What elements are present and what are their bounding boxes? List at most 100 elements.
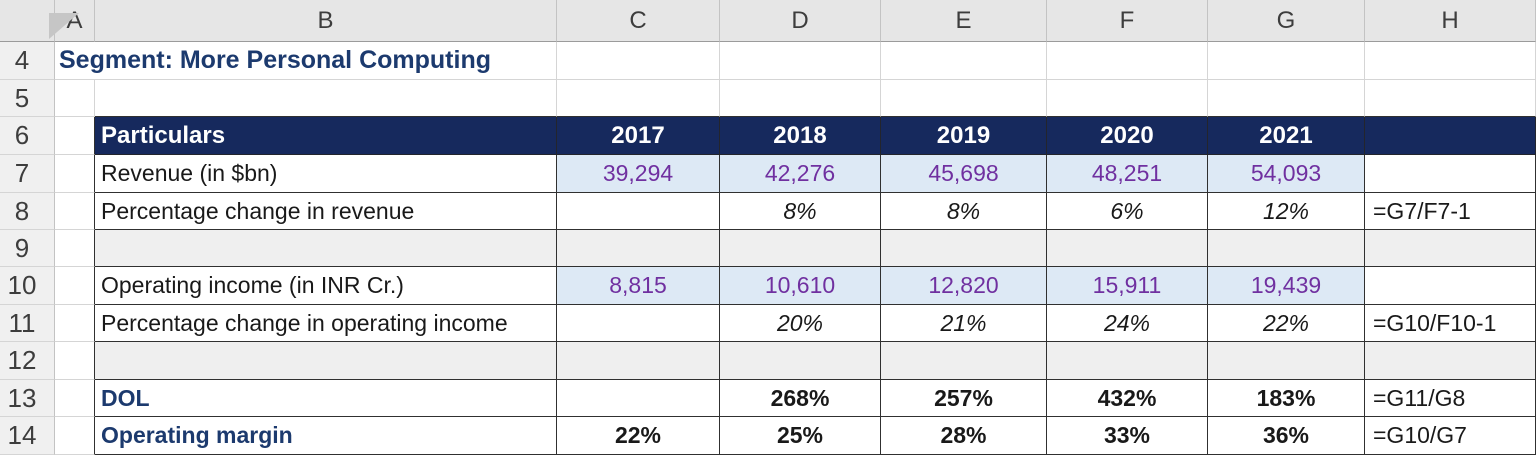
cell-G9[interactable] [1208,230,1365,267]
cell-C9[interactable] [557,230,720,267]
cell-D13-dol-2018[interactable]: 268% [720,380,881,417]
cell-C13[interactable] [557,380,720,417]
cell-E4[interactable] [881,42,1047,80]
cell-H7[interactable] [1365,155,1536,193]
cell-C6-year-2017[interactable]: 2017 [557,117,720,155]
cell-C4[interactable] [557,42,720,80]
cell-C14-op-margin-2017[interactable]: 22% [557,417,720,455]
cell-E7-revenue-2019[interactable]: 45,698 [881,155,1047,193]
cell-C7-revenue-2017[interactable]: 39,294 [557,155,720,193]
cell-D14-op-margin-2018[interactable]: 25% [720,417,881,455]
cell-B8-revenue-change-label[interactable]: Percentage change in revenue [95,193,557,230]
cell-E13-dol-2019[interactable]: 257% [881,380,1047,417]
cell-D12[interactable] [720,342,881,380]
cell-D5[interactable] [720,80,881,117]
cell-H11-formula[interactable]: =G10/F10-1 [1365,305,1536,342]
cell-C10-op-income-2017[interactable]: 8,815 [557,267,720,305]
cell-A9[interactable] [55,230,95,267]
col-header-H[interactable]: H [1365,0,1536,42]
cell-F7-revenue-2020[interactable]: 48,251 [1047,155,1208,193]
cell-G13-dol-2021[interactable]: 183% [1208,380,1365,417]
cell-H14-formula[interactable]: =G10/G7 [1365,417,1536,455]
cell-A13[interactable] [55,380,95,417]
cell-B9[interactable] [95,230,557,267]
cell-E5[interactable] [881,80,1047,117]
cell-F8-revenue-change-2020[interactable]: 6% [1047,193,1208,230]
cell-B6-particulars[interactable]: Particulars [95,117,557,155]
row-header-13[interactable]: 13 [0,380,55,417]
cell-E8-revenue-change-2019[interactable]: 8% [881,193,1047,230]
cell-B13-dol-label[interactable]: DOL [95,380,557,417]
col-header-G[interactable]: G [1208,0,1365,42]
cell-G6-year-2021[interactable]: 2021 [1208,117,1365,155]
cell-H6[interactable] [1365,117,1536,155]
cell-H4[interactable] [1365,42,1536,80]
cell-B11-op-income-change-label[interactable]: Percentage change in operating income [95,305,557,342]
cell-A11[interactable] [55,305,95,342]
col-header-E[interactable]: E [881,0,1047,42]
cell-D7-revenue-2018[interactable]: 42,276 [720,155,881,193]
cell-D10-op-income-2018[interactable]: 10,610 [720,267,881,305]
cell-B10-op-income-label[interactable]: Operating income (in INR Cr.) [95,267,557,305]
cell-A5[interactable] [55,80,95,117]
row-header-9[interactable]: 9 [0,230,55,267]
cell-G11-op-income-change-2021[interactable]: 22% [1208,305,1365,342]
cell-D8-revenue-change-2018[interactable]: 8% [720,193,881,230]
cell-F12[interactable] [1047,342,1208,380]
cell-H10[interactable] [1365,267,1536,305]
cell-H5[interactable] [1365,80,1536,117]
cell-C11[interactable] [557,305,720,342]
cell-A8[interactable] [55,193,95,230]
cell-C12[interactable] [557,342,720,380]
cell-E6-year-2019[interactable]: 2019 [881,117,1047,155]
cell-F10-op-income-2020[interactable]: 15,911 [1047,267,1208,305]
cell-F13-dol-2020[interactable]: 432% [1047,380,1208,417]
cell-A7[interactable] [55,155,95,193]
col-header-C[interactable]: C [557,0,720,42]
cell-G7-revenue-2021[interactable]: 54,093 [1208,155,1365,193]
cell-G8-revenue-change-2021[interactable]: 12% [1208,193,1365,230]
cell-G12[interactable] [1208,342,1365,380]
row-header-5[interactable]: 5 [0,80,55,117]
cell-E14-op-margin-2019[interactable]: 28% [881,417,1047,455]
row-header-6[interactable]: 6 [0,117,55,155]
cell-G5[interactable] [1208,80,1365,117]
cell-G4[interactable] [1208,42,1365,80]
row-header-12[interactable]: 12 [0,342,55,380]
cell-F9[interactable] [1047,230,1208,267]
col-header-B[interactable]: B [95,0,557,42]
cell-B12[interactable] [95,342,557,380]
cell-D4[interactable] [720,42,881,80]
cell-A6[interactable] [55,117,95,155]
cell-F4[interactable] [1047,42,1208,80]
col-header-D[interactable]: D [720,0,881,42]
row-header-8[interactable]: 8 [0,193,55,230]
cell-G14-op-margin-2021[interactable]: 36% [1208,417,1365,455]
row-header-7[interactable]: 7 [0,155,55,193]
row-header-11[interactable]: 11 [0,305,55,342]
cell-H9[interactable] [1365,230,1536,267]
cell-E12[interactable] [881,342,1047,380]
cell-B14-op-margin-label[interactable]: Operating margin [95,417,557,455]
cell-E9[interactable] [881,230,1047,267]
cell-D11-op-income-change-2018[interactable]: 20% [720,305,881,342]
row-header-14[interactable]: 14 [0,417,55,455]
cell-A10[interactable] [55,267,95,305]
cell-D6-year-2018[interactable]: 2018 [720,117,881,155]
cell-E10-op-income-2019[interactable]: 12,820 [881,267,1047,305]
select-all-corner[interactable] [0,0,55,42]
cell-H12[interactable] [1365,342,1536,380]
cell-A14[interactable] [55,417,95,455]
row-header-4[interactable]: 4 [0,42,55,80]
cell-B5[interactable] [95,80,557,117]
cell-F11-op-income-change-2020[interactable]: 24% [1047,305,1208,342]
col-header-F[interactable]: F [1047,0,1208,42]
cell-F6-year-2020[interactable]: 2020 [1047,117,1208,155]
row-header-10[interactable]: 10 [0,267,55,305]
cell-F14-op-margin-2020[interactable]: 33% [1047,417,1208,455]
cell-H13-formula[interactable]: =G11/G8 [1365,380,1536,417]
cell-C5[interactable] [557,80,720,117]
cell-G10-op-income-2021[interactable]: 19,439 [1208,267,1365,305]
cell-C8[interactable] [557,193,720,230]
cell-A4-segment-title[interactable]: Segment: More Personal Computing [55,42,557,80]
